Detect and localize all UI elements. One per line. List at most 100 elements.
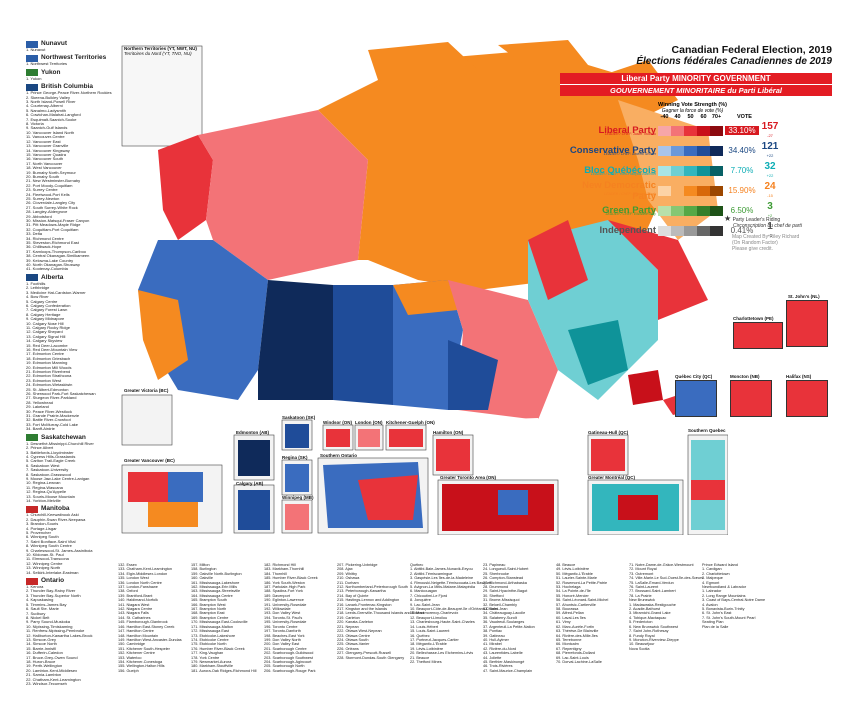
list-item: 20. Lambton-Kent-Middlesex <box>26 668 78 673</box>
list-item: 20. Edmonton Mill Woods <box>26 365 72 370</box>
list-item: 12. Beauport-Limoilou <box>410 615 448 620</box>
party-vote-share: 7.70% <box>730 166 754 175</box>
riding-column: 182. Richmond Hill 183. Markham-Thornhill… <box>264 563 352 673</box>
scale-tick: 60 <box>700 114 707 120</box>
party-row: Liberal Party LEADER / CHEF: Justin Trude… <box>560 121 832 140</box>
list-item: 172. Mississauga East <box>191 629 229 634</box>
riding-column: Prince Edward Island 1. Cardigan 2. Charlo… <box>702 563 790 629</box>
party-row: Conservative Party LEADER / CHEF: Andrew … <box>560 141 832 160</box>
list-item: 12. Calgary Shepard <box>26 330 63 335</box>
inset-label-charlottetown: Charlottetown (PE) <box>733 316 774 321</box>
list-item: 19. Perth-Wellington <box>26 664 63 669</box>
party-row: New Democratic Party LEADER / CHEF: Jagme… <box>560 180 832 202</box>
inset-label-calgary: Calgary (AB) <box>236 481 264 486</box>
color-swatch <box>684 225 697 236</box>
list-item: 218. Leeds-Grenville-Thousand Islands an… <box>337 611 425 616</box>
list-item: 77. Brossard-Saint-Lambert <box>629 589 676 594</box>
list-item: 215. Hastings-Lennox and Addington <box>337 598 400 603</box>
list-item: 190. Eglinton-Lawrence <box>264 598 304 603</box>
list-item: 10. Beauport-Côte-de-Beaupré-Île d'Orléa… <box>410 607 498 612</box>
seat-change: +1 <box>767 232 773 238</box>
list-item: 32. Beloeil-Chambly <box>483 602 517 607</box>
list-item: 1. Abitibi-Baie-James-Nunavik-Eeyou <box>410 567 473 572</box>
vote-strength-scale: -40 40 50 60 70+ <box>658 114 723 120</box>
list-item: 207. Pickering-Uxbridge <box>337 563 378 567</box>
list-item: 181. Aurora-Oak Ridges-Richmond Hill <box>191 668 257 673</box>
riding-column: 157. Milton 158. Burlington 159. Oakville … <box>191 563 279 673</box>
party-vote-share: 15.90% <box>728 186 756 195</box>
new-brunswick <box>628 370 663 405</box>
province-header: Northwest Territories <box>26 54 112 62</box>
list-item: 10. Kildonan-St. Paul <box>26 553 64 558</box>
list-item: 14. Simcoe North <box>26 642 57 647</box>
province-header: Alberta <box>26 274 112 282</box>
color-swatch <box>710 185 723 196</box>
list-item: 1. Desnethé-Missinippi-Churchill River <box>26 441 94 446</box>
province-name: Nunavut <box>41 40 67 47</box>
nwt-region <box>198 110 368 280</box>
list-item: 23. Windsor-Tecumseh <box>26 682 67 686</box>
list-item: 34. Richmond Centre <box>26 236 64 241</box>
party-name: Independent <box>599 225 656 236</box>
leader-riding-legend: ★ Party Leader's Riding Circonscription … <box>724 214 802 229</box>
list-item: 10. Nipissing-Timiskaming <box>26 624 73 629</box>
list-item: 21. Beauce <box>410 655 430 660</box>
list-item: 6. Saskatoon West <box>26 463 60 468</box>
list-item: 147. Hamilton Centre <box>118 629 154 634</box>
list-item: 148. Hamilton Mountain <box>118 633 159 638</box>
list-item: 195. University-Rosedale <box>264 620 307 625</box>
list-item: 197. Toronto-Danforth <box>264 629 301 634</box>
list-item: 1. Northwest Territories <box>26 62 68 67</box>
list-item: 138. Oxford <box>118 589 138 594</box>
list-item: 1. Yukon <box>26 76 42 81</box>
list-item: 58. Bourassa <box>556 607 579 612</box>
party-leader: LEADER / CHEF: Justin Trudeau <box>604 132 656 136</box>
list-item: 38. Central Okanagan-Similkameen <box>26 254 90 259</box>
list-item: 224. Ottawa South <box>337 637 369 642</box>
list-item: 14. Yorkton-Melville <box>26 498 61 503</box>
list-item: New Brunswick <box>629 598 655 603</box>
color-swatch <box>658 225 671 236</box>
manitoba-north <box>393 280 458 315</box>
list-item: 4. Egmont <box>702 580 720 585</box>
inset-label-gta: Greater Toronto Area (ON) <box>440 475 497 480</box>
list-item: 198. Beaches-East York <box>264 633 305 638</box>
list-item: 8. Jonquière <box>410 598 431 603</box>
map-credit: Map Created By Riley Richard (On Random … <box>732 234 800 252</box>
list-item: 29. Lakeland <box>26 405 49 410</box>
yukon-region <box>158 135 213 240</box>
inset-label-stjohns: St. John's (NL) <box>788 294 820 299</box>
seat-change: -27 <box>767 132 773 138</box>
seat-change: +22 <box>766 172 774 178</box>
seat-count: 1 <box>767 220 773 232</box>
list-item: 29. Saint-Hyacinthe-Bagot <box>483 589 528 594</box>
list-item: 6. Cowichan-Malahat-Langford <box>26 113 81 118</box>
list-item: 23. Edmonton West <box>26 378 62 383</box>
inset-label-southern-ontario: Southern Ontario <box>320 453 357 458</box>
list-item: 13. Charlesbourg-Haute-Saint-Charles <box>410 620 475 625</box>
list-item: 1. Churchill-Keewatinook Aski <box>26 513 79 518</box>
vote-strength-swatches <box>658 125 723 136</box>
color-swatch <box>710 125 723 136</box>
list-item: 180. Markham-Stouffville <box>191 664 233 669</box>
list-item: 36. Vaudreuil-Soulanges <box>483 620 525 625</box>
list-item: 7. Esquimalt-Saanich-Sooke <box>26 117 77 122</box>
list-item: 3. Miramichi-Grand Lake <box>629 611 671 616</box>
list-item: 9. Charleswood-St. James-Assiniboia <box>26 548 93 553</box>
seat-change: +22 <box>766 152 774 158</box>
seat-count: 3 <box>767 200 773 212</box>
list-item: 11. Renfrew-Nipissing-Pembroke <box>26 629 85 634</box>
list-item: 151. Kitchener South-Hespeler <box>118 646 170 651</box>
list-item: 33. Delta <box>26 232 43 237</box>
list-item: 28. Drummond <box>483 585 509 590</box>
vote-strength-swatches <box>658 165 723 176</box>
party-vote-share: 0.41% <box>730 226 754 235</box>
page-subtitle: Élections fédérales Canadiennes de 2019 <box>636 56 832 67</box>
color-swatch <box>710 225 723 236</box>
quebec-bloc-dark <box>568 320 628 385</box>
list-item: 4. Rimouski-Neigette-Témiscouata-Les Bas… <box>410 580 492 585</box>
list-item: 28. Langley-Aldergrove <box>26 210 68 215</box>
list-item: 221. Nepean <box>337 624 359 629</box>
list-item: 8. Fundy Royal <box>629 633 655 638</box>
list-item: 191. University-Rosedale <box>264 602 307 607</box>
